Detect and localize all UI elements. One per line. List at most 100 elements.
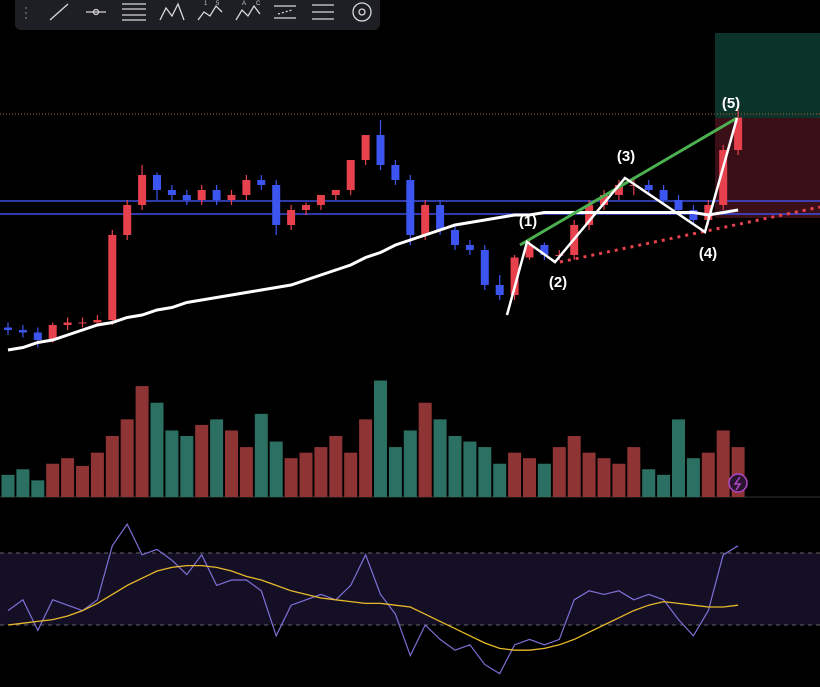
wave-label: (4) [699, 245, 717, 262]
volume-bar [448, 436, 462, 497]
volume-bar [523, 458, 536, 497]
loss-zone [715, 118, 820, 218]
candle-body [495, 285, 504, 295]
volume-bar [90, 452, 104, 497]
moving-average [7, 208, 739, 352]
volume-bar [31, 480, 45, 497]
wave-label: (5) [722, 95, 740, 112]
elliott-wave [505, 117, 739, 316]
tool-abc[interactable] [235, 4, 261, 21]
alert-icon[interactable] [728, 473, 748, 493]
tool-trendline[interactable] [49, 3, 69, 21]
candle-body [436, 205, 445, 230]
volume-bar [344, 452, 358, 497]
candle-body [376, 135, 385, 165]
candle-body [719, 150, 728, 205]
volume-bar [686, 458, 700, 497]
volume-bar [16, 469, 30, 497]
candle-body [421, 205, 430, 235]
candle-body [4, 327, 12, 330]
candle-body [734, 117, 743, 150]
wave-label: (1) [519, 213, 537, 230]
volume-bar [388, 447, 402, 497]
volume-bar [269, 441, 283, 497]
tool-target[interactable] [352, 2, 372, 22]
volume-bar [135, 386, 149, 497]
volume-bar [314, 447, 328, 497]
candle-body [123, 205, 132, 235]
volume-bar [284, 458, 298, 497]
candle-body [585, 205, 594, 225]
volume-bar [76, 465, 89, 497]
toolbar-label: C [256, 1, 261, 7]
candle-body [674, 200, 683, 210]
candle-body [540, 245, 549, 255]
volume-bar [225, 430, 238, 497]
candle-body [227, 195, 236, 200]
volume-bar [46, 463, 60, 497]
toolbar-label: 1 [204, 1, 208, 7]
candle-body [153, 175, 161, 190]
volume-bar [195, 424, 209, 497]
candle-body [48, 325, 57, 340]
tool-forecast[interactable] [312, 4, 334, 20]
volume-bar [478, 447, 492, 497]
candle-body [302, 205, 310, 210]
volume-bar [180, 436, 194, 497]
volume-bar [329, 436, 343, 497]
volume-bar [582, 452, 596, 497]
volume-bar [299, 452, 313, 497]
toolbar-label: A [242, 1, 246, 7]
volume-bar [508, 452, 522, 497]
rsi-line [7, 523, 739, 675]
volume-bar [418, 402, 432, 497]
candle-body [331, 190, 340, 195]
candle-body [525, 245, 534, 258]
candle-body [465, 245, 474, 250]
candle-body [346, 160, 355, 190]
tool-range[interactable] [274, 5, 296, 19]
toolbar-label: 5 [216, 1, 220, 7]
volume-bar [642, 469, 656, 497]
candle-body [614, 185, 623, 195]
rsi-ma-line [7, 564, 739, 651]
candle-body [629, 185, 638, 186]
volume-bar [210, 419, 224, 497]
candle-body [108, 235, 117, 320]
volume-bar [493, 463, 507, 497]
candle-body [480, 250, 489, 285]
volume-bar [120, 419, 134, 497]
candle-body [659, 190, 668, 200]
volume-bar [359, 419, 373, 497]
tool-wave[interactable] [197, 4, 223, 21]
candle-body [63, 322, 72, 325]
candle-body [33, 332, 42, 340]
candles [0, 110, 820, 675]
volume-bar [672, 419, 685, 497]
volume-bar [374, 380, 387, 497]
candle-body [212, 190, 221, 200]
volume-bar [597, 458, 611, 497]
candle-body [287, 210, 296, 225]
volume-bar [716, 430, 730, 497]
volume-bar [150, 402, 164, 497]
toolbar [15, 0, 380, 30]
volume-bar [657, 474, 671, 497]
rsi-band [0, 553, 820, 625]
candle-body [600, 195, 608, 205]
candle-body [644, 185, 653, 190]
tool-fib[interactable] [122, 3, 146, 21]
volume-bar [165, 430, 179, 497]
candle-body [18, 330, 27, 333]
volume-bar [254, 413, 268, 497]
volume-bar [105, 436, 119, 497]
candle-body [406, 180, 415, 235]
candle-body [257, 180, 266, 185]
candle-body [704, 205, 713, 220]
tool-pattern[interactable] [159, 2, 185, 21]
volume-bar [701, 452, 715, 497]
candle-body [316, 195, 325, 205]
volume-bar [463, 441, 477, 497]
